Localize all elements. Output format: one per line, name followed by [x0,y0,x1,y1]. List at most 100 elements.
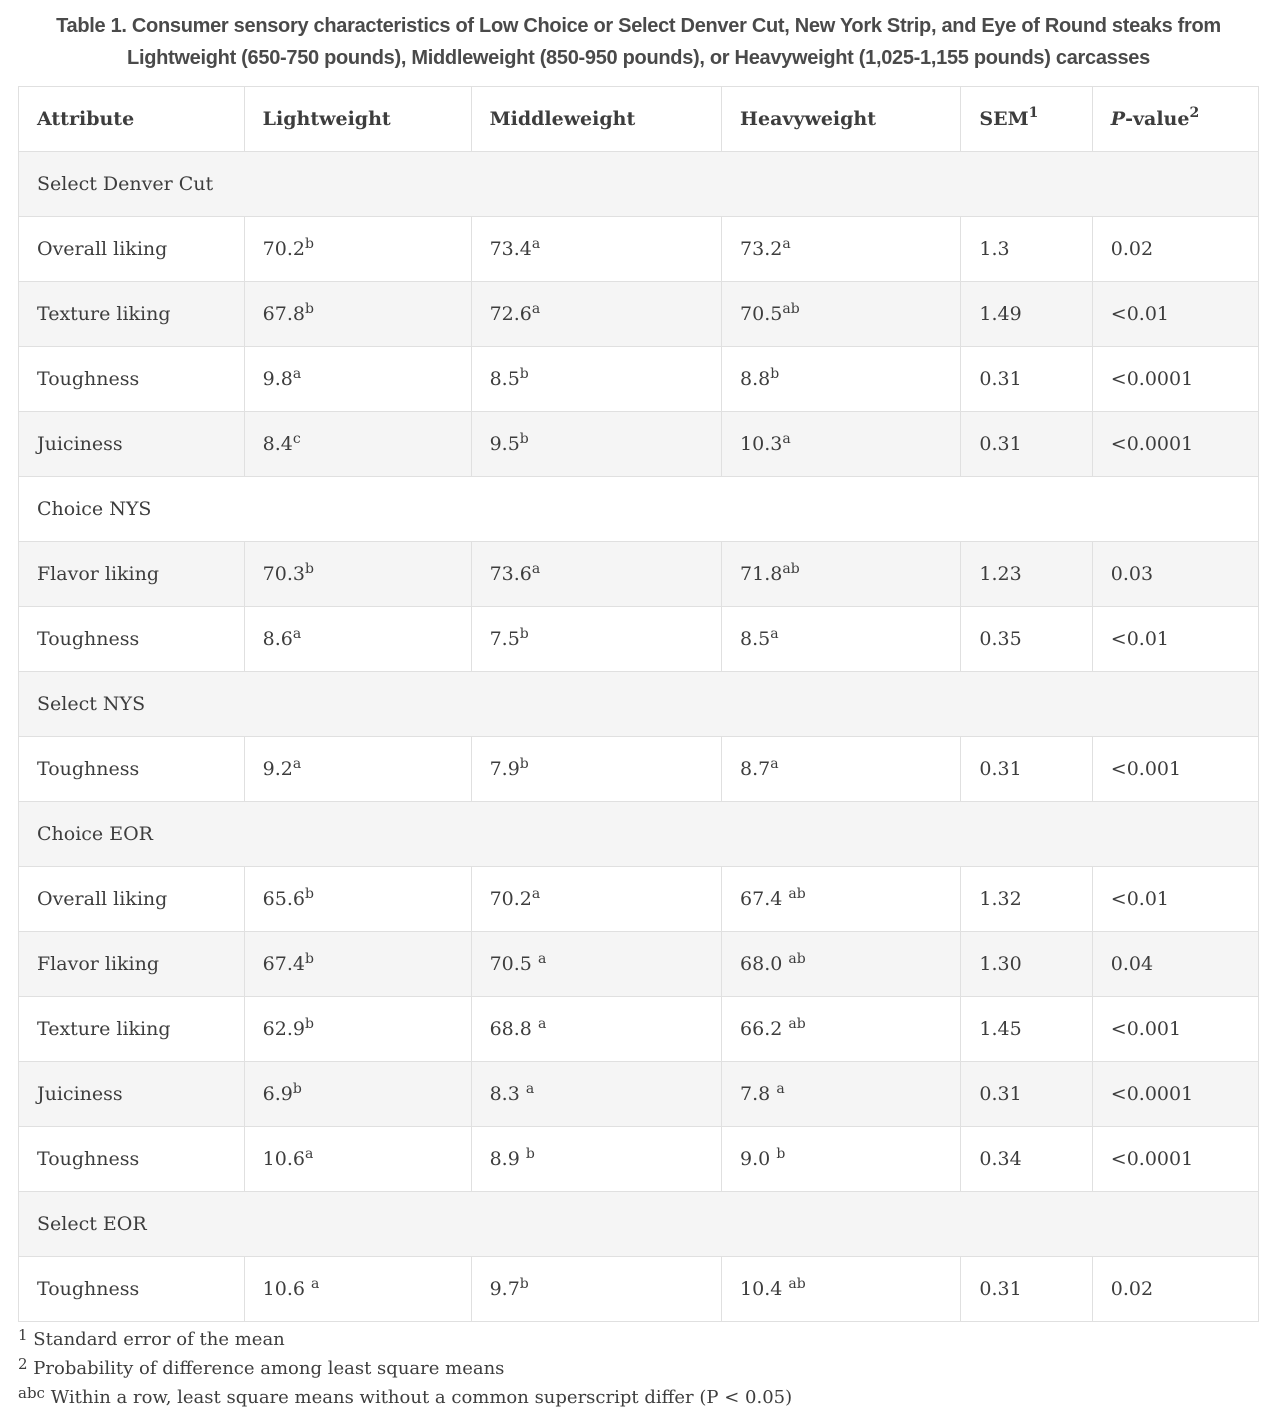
significance-superscript: b [304,301,314,317]
data-row: Toughness 9.8a 8.5b 8.8b 0.31 <0.0001 [18,346,1260,412]
value-number: 8.5 [489,368,520,390]
table-title: Table 1. Consumer sensory characteristic… [56,15,1221,69]
col-header-italic-p: P [1110,108,1126,130]
attribute-cell: Toughness [18,606,245,672]
value-cell: 8.7a [721,736,962,802]
value-number: 9.7 [489,1278,520,1300]
value-cell: 7.5b [470,606,723,672]
value-cell: 65.6b [243,866,472,932]
significance-superscript: a [531,561,541,577]
value-number: 73.2 [740,238,783,260]
value-cell: 10.6a [243,1126,472,1192]
section-label: Select Denver Cut [18,151,1259,217]
sem-cell: 1.3 [960,216,1093,282]
footnote-text: Probability of difference among least sq… [33,1358,505,1379]
section-label: Choice EOR [18,801,1259,867]
value-number: 68.0 [740,953,789,975]
value-cell: 8.3 a [470,1061,723,1127]
value-cell: 70.2b [243,216,472,282]
footnote-superscripts: abc Within a row, least square means wit… [18,1383,1259,1412]
significance-superscript: b [304,886,314,902]
col-header-heavyweight: Heavyweight [721,86,962,152]
p-value-cell: 0.03 [1091,541,1260,607]
p-value-cell: 0.02 [1091,216,1260,282]
col-header-label: -value [1125,108,1190,130]
significance-superscript: a [770,756,779,772]
value-cell: 72.6a [470,281,723,347]
sem-cell: 0.31 [960,736,1093,802]
significance-superscript: a [292,756,302,772]
col-header-label: Lightweight [262,108,391,130]
value-cell: 8.8b [721,346,962,412]
sem-cell: 1.32 [960,866,1093,932]
significance-superscript: ab [782,301,800,317]
data-row: Flavor liking 70.3b 73.6a 71.8ab 1.23 0.03 [18,541,1260,607]
col-header-superscript: 1 [1028,105,1039,121]
value-number: 9.5 [489,433,520,455]
value-number: 67.4 [740,888,789,910]
value-number: 70.2 [262,238,305,260]
sensory-characteristics-table: Attribute Lightweight Middleweight Heavy… [18,86,1260,1322]
value-number: 62.9 [262,1018,305,1040]
significance-superscript: a [776,1081,785,1097]
section-row: Select NYS [18,671,1259,737]
significance-superscript: a [292,626,302,642]
significance-superscript: b [776,1146,786,1162]
significance-superscript: b [519,626,529,642]
attribute-cell: Texture liking [18,996,245,1062]
sem-cell: 1.23 [960,541,1093,607]
footnote-text: Within a row, least square means without… [50,1387,793,1408]
value-number: 68.8 [489,1018,538,1040]
value-cell: 8.5a [721,606,962,672]
value-number: 70.3 [262,563,305,585]
significance-superscript: a [531,236,541,252]
data-row: Texture liking 62.9b 68.8 a 66.2 ab 1.45 <0.0… [18,996,1260,1062]
value-number: 72.6 [489,303,532,325]
p-value-cell: <0.0001 [1091,1061,1260,1127]
p-value-cell: 0.04 [1091,931,1260,997]
value-number: 10.4 [740,1278,789,1300]
value-cell: 10.6 a [243,1256,472,1322]
value-cell: 9.0 b [721,1126,962,1192]
table-body: Select Denver Cut Overall liking 70.2b 73.4… [18,151,1260,1322]
value-number: 73.4 [489,238,532,260]
value-number: 8.4 [262,433,293,455]
value-number: 8.3 [489,1083,526,1105]
value-number: 10.6 [262,1278,312,1300]
value-number: 67.8 [262,303,305,325]
p-value-cell: <0.001 [1091,996,1260,1062]
col-header-label: Heavyweight [740,108,877,130]
value-cell: 8.9 b [470,1126,723,1192]
section-label: Choice NYS [18,476,1259,542]
significance-superscript: b [519,756,529,772]
data-row: Overall liking 70.2b 73.4a 73.2a 1.3 0.02 [18,216,1260,282]
data-row: Juiciness 8.4c 9.5b 10.3a 0.31 <0.0001 [18,411,1260,477]
significance-superscript: b [292,1081,302,1097]
significance-superscript: a [537,1016,547,1032]
value-cell: 67.4 ab [721,866,962,932]
col-header-superscript: 2 [1189,105,1200,121]
p-value-cell: <0.001 [1091,736,1260,802]
value-cell: 7.9b [470,736,723,802]
table-header: Attribute Lightweight Middleweight Heavy… [18,86,1260,152]
significance-superscript: b [304,951,314,967]
col-header-attribute: Attribute [18,86,245,152]
value-number: 7.8 [740,1083,777,1105]
significance-superscript: a [311,1276,320,1292]
sem-cell: 0.31 [960,411,1093,477]
p-value-cell: <0.01 [1091,606,1260,672]
col-header-label: Attribute [37,108,135,130]
section-row: Choice NYS [18,476,1259,542]
significance-superscript: b [304,561,314,577]
significance-superscript: a [531,301,541,317]
significance-superscript: b [304,1016,314,1032]
value-cell: 9.2a [243,736,472,802]
value-number: 8.8 [740,368,771,390]
value-cell: 62.9b [243,996,472,1062]
value-number: 6.9 [262,1083,293,1105]
significance-superscript: c [292,431,301,447]
value-cell: 67.8b [243,281,472,347]
data-row: Toughness 10.6 a 9.7b 10.4 ab 0.31 0.02 [18,1256,1260,1322]
attribute-cell: Overall liking [18,866,245,932]
col-header-middleweight: Middleweight [470,86,723,152]
